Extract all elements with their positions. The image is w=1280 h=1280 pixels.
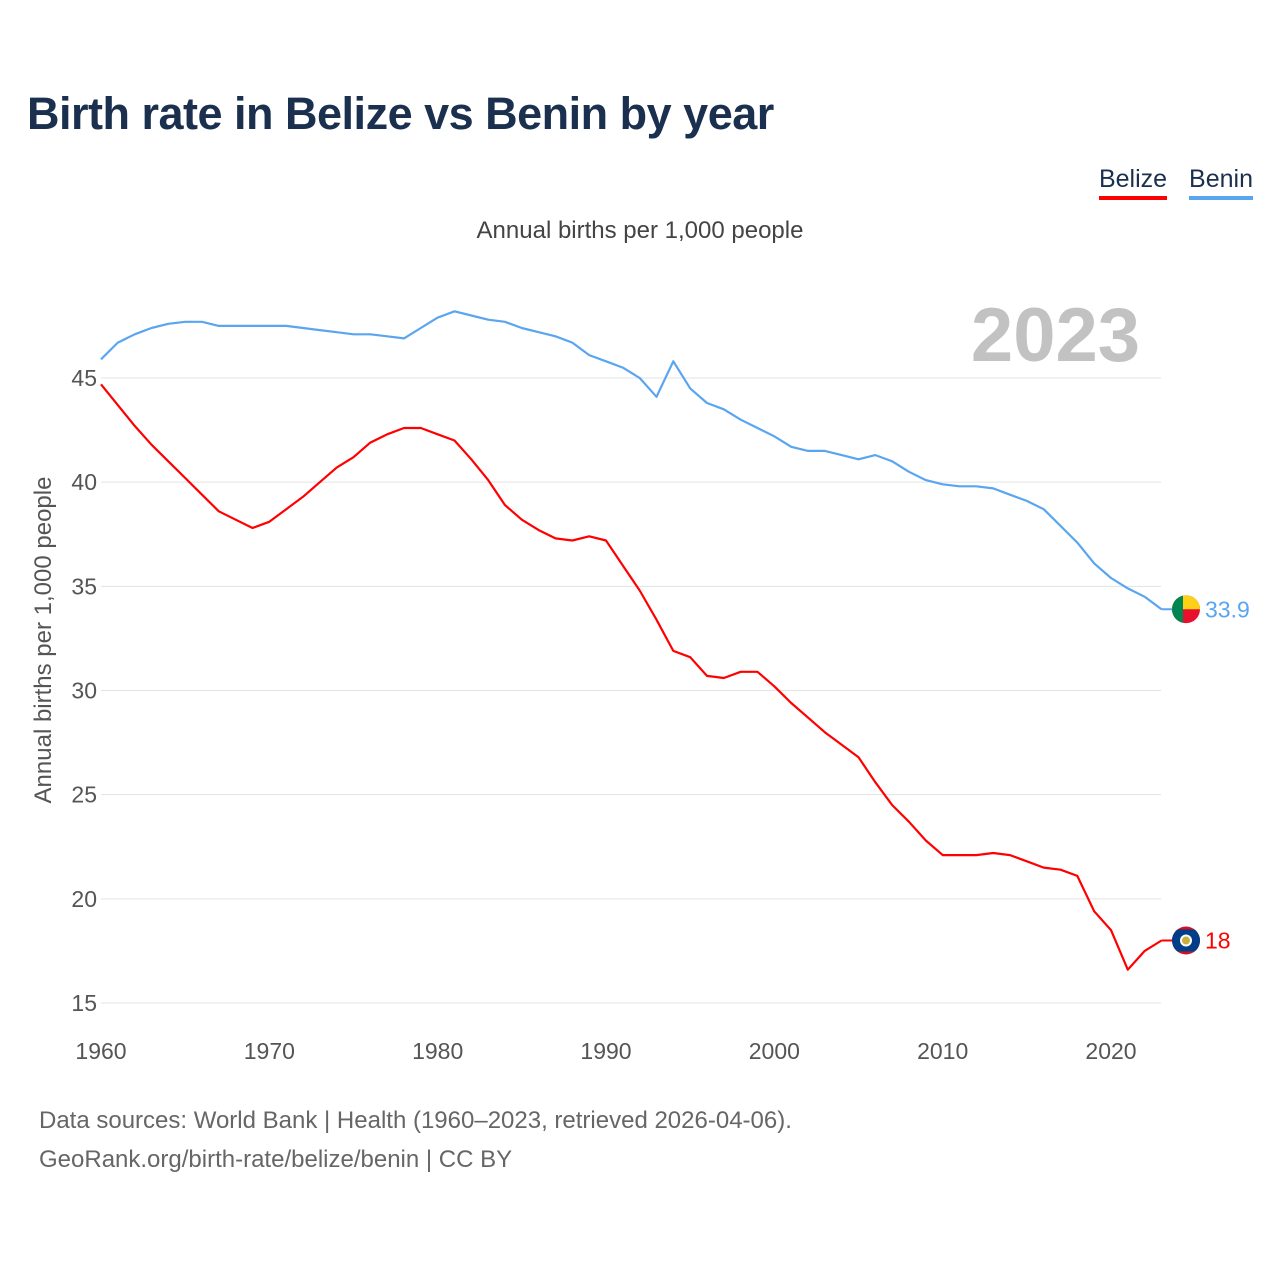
y-tick-label: 40	[71, 469, 97, 495]
x-tick-label: 1980	[412, 1038, 463, 1064]
chart-subtitle: Annual births per 1,000 people	[476, 217, 804, 244]
page-title: Birth rate in Belize vs Benin by year	[27, 88, 774, 139]
series-line-benin	[100, 310, 1163, 611]
legend-item-benin[interactable]: Benin	[1189, 165, 1253, 200]
x-tick-label: 1990	[580, 1038, 631, 1064]
end-value-label: 33.9	[1205, 596, 1250, 622]
y-tick-label: 20	[71, 886, 97, 912]
end-value-label: 18	[1205, 928, 1231, 954]
year-label: 2023	[971, 293, 1140, 378]
x-tick-label: 1970	[244, 1038, 295, 1064]
footer-link[interactable]: GeoRank.org/birth-rate/belize/benin | CC…	[39, 1146, 513, 1173]
flag-belize-icon	[1172, 926, 1200, 955]
y-tick-label: 25	[71, 782, 97, 808]
y-axis-label: Annual births per 1,000 people	[30, 477, 57, 804]
y-tick-label: 15	[71, 990, 97, 1016]
x-tick-label: 2010	[917, 1038, 968, 1064]
x-tick-label: 1960	[75, 1038, 126, 1064]
y-tick-label: 35	[71, 573, 97, 599]
footer-sources: Data sources: World Bank | Health (1960–…	[39, 1107, 792, 1134]
series-line-belize	[100, 383, 1163, 971]
y-tick-label: 30	[71, 678, 97, 704]
flag-benin-icon	[1172, 595, 1200, 624]
y-tick-label: 45	[71, 365, 97, 391]
legend: Belize Benin	[1098, 165, 1253, 200]
x-tick-label: 2000	[749, 1038, 800, 1064]
x-tick-label: 2020	[1085, 1038, 1136, 1064]
legend-item-belize[interactable]: Belize	[1098, 165, 1168, 200]
